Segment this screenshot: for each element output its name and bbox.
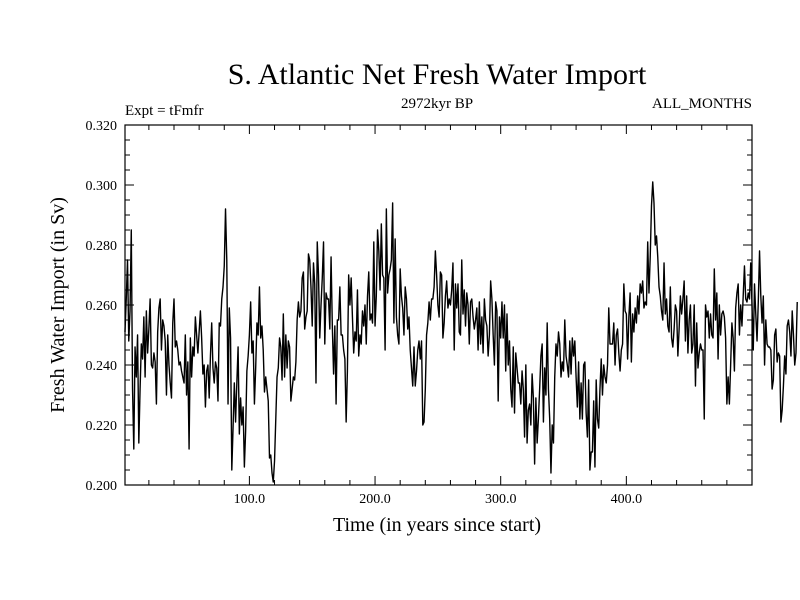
x-tick-label: 100.0 <box>234 492 266 507</box>
y-tick-label: 0.240 <box>86 359 118 374</box>
y-tick-label: 0.320 <box>86 119 118 134</box>
chart-subtitle: 2972kyr BP <box>401 96 473 112</box>
y-tick-label: 0.280 <box>86 239 118 254</box>
y-tick-label: 0.220 <box>86 419 118 434</box>
series-line-0 <box>124 181 798 483</box>
x-tick-label: 200.0 <box>359 492 391 507</box>
plot-area <box>124 181 798 483</box>
x-axis-label: Time (in years since start) <box>333 514 541 536</box>
experiment-label: Expt = tFmfr <box>125 103 203 119</box>
y-tick-label: 0.300 <box>86 179 118 194</box>
y-tick-label: 0.260 <box>86 299 118 314</box>
chart-title: S. Atlantic Net Fresh Water Import <box>228 58 647 91</box>
x-tick-label: 300.0 <box>485 492 517 507</box>
axes: 100.0 200.0 300.0 400.0 0.200 0.220 0.240 0.260… <box>86 119 753 507</box>
x-tick-label: 400.0 <box>611 492 643 507</box>
y-axis-label: Fresh Water Import (in Sv) <box>47 197 69 413</box>
y-tick-label: 0.200 <box>86 479 118 494</box>
months-label: ALL_MONTHS <box>652 96 752 112</box>
